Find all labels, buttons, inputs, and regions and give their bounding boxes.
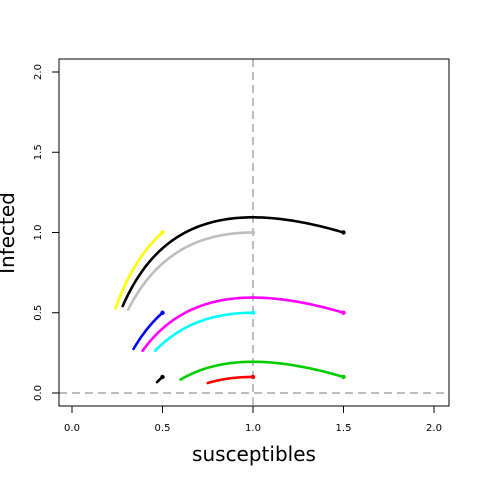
series-line bbox=[114, 231, 164, 310]
x-tick-label: 2.0 bbox=[426, 423, 442, 434]
series-line bbox=[153, 311, 255, 353]
series-start-point bbox=[160, 310, 165, 315]
series-line bbox=[121, 216, 345, 308]
x-tick-label: 1.5 bbox=[336, 423, 352, 434]
series-line bbox=[179, 360, 345, 381]
y-tick-label: 0.5 bbox=[33, 305, 44, 321]
y-tick-label: 1.0 bbox=[33, 225, 44, 241]
series-line bbox=[141, 296, 345, 353]
series-start-point bbox=[250, 230, 256, 235]
x-axis: 0.0 0.5 1.0 1.5 2.0 bbox=[64, 405, 442, 434]
y-tick-label: 1.5 bbox=[33, 144, 44, 160]
series-start-point bbox=[250, 310, 256, 315]
y-tick-label: 2.0 bbox=[33, 64, 44, 80]
series-start-point bbox=[160, 374, 165, 380]
x-tick-label: 1.0 bbox=[245, 423, 261, 434]
series-line bbox=[126, 231, 255, 312]
series-start-point bbox=[341, 310, 346, 315]
series-group bbox=[114, 216, 346, 385]
series-start-point bbox=[250, 374, 256, 380]
x-axis-title: susceptibles bbox=[192, 442, 316, 466]
series-start-point bbox=[341, 374, 346, 380]
y-tick-label: 0.0 bbox=[33, 385, 44, 401]
y-axis: 0.0 0.5 1.0 1.5 2.0 bbox=[33, 64, 60, 401]
x-tick-label: 0.5 bbox=[155, 423, 171, 434]
series-start-point bbox=[160, 230, 165, 235]
series-line bbox=[206, 375, 255, 385]
x-tick-label: 0.0 bbox=[64, 423, 80, 434]
y-axis-title: Infected bbox=[0, 192, 19, 274]
series-start-point bbox=[341, 230, 346, 235]
series-line bbox=[132, 311, 164, 351]
